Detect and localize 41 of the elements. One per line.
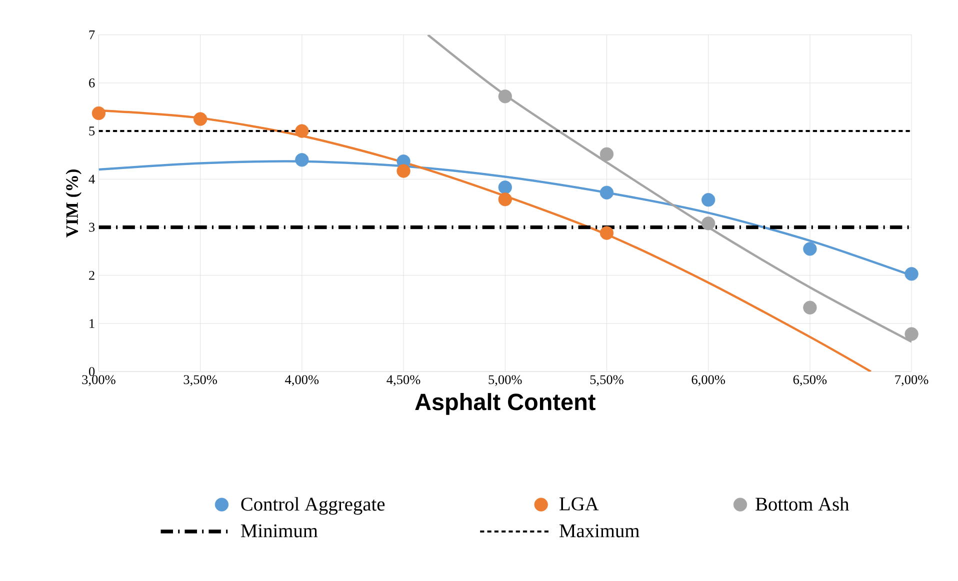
- legend-label: Maximum: [560, 524, 640, 538]
- point: [498, 180, 512, 194]
- point: [600, 148, 614, 162]
- x-tick-label: 4,00%: [285, 375, 319, 386]
- point: [193, 112, 208, 126]
- point: [92, 106, 106, 120]
- x-tick-label: 5,00%: [488, 375, 522, 386]
- legend-label: Minimum: [240, 524, 318, 538]
- x-axis-title: Asphalt Content: [415, 393, 596, 416]
- point: [600, 226, 614, 240]
- point: [803, 300, 817, 315]
- legend-label: LGA: [560, 498, 599, 511]
- point: [803, 242, 817, 256]
- point: [295, 124, 309, 138]
- x-tick-label: 5,50%: [590, 375, 624, 386]
- point: [295, 153, 309, 167]
- x-tick-label: 7,00%: [895, 375, 928, 386]
- y-tick-label: 1: [90, 319, 94, 328]
- y-tick-label: 5: [89, 126, 95, 136]
- point: [498, 192, 512, 206]
- y-tick-label: 0: [88, 367, 95, 376]
- point: [702, 216, 716, 230]
- legend-label: Bottom Ash: [756, 497, 850, 511]
- y-tick-label: 4: [88, 174, 95, 184]
- x-tick-label: 6,50%: [793, 375, 827, 386]
- x-tick-label: 3,50%: [184, 375, 217, 386]
- legend-label: Control Aggregate: [241, 497, 385, 515]
- y-tick-label: 3: [89, 223, 95, 232]
- x-tick-label: 3,00%: [82, 375, 116, 386]
- point: [396, 164, 410, 178]
- point: [498, 90, 512, 104]
- x-tick-label: 6,00%: [692, 375, 726, 386]
- x-tick-label: 4,50%: [386, 375, 420, 386]
- y-axis-title: VIM (%): [66, 170, 82, 238]
- point: [904, 327, 918, 342]
- y-tick-label: 7: [89, 30, 95, 40]
- point: [702, 193, 716, 207]
- y-tick-label: 2: [89, 271, 94, 280]
- point: [600, 186, 614, 200]
- point: [904, 267, 918, 281]
- y-tick-label: 6: [89, 78, 95, 88]
